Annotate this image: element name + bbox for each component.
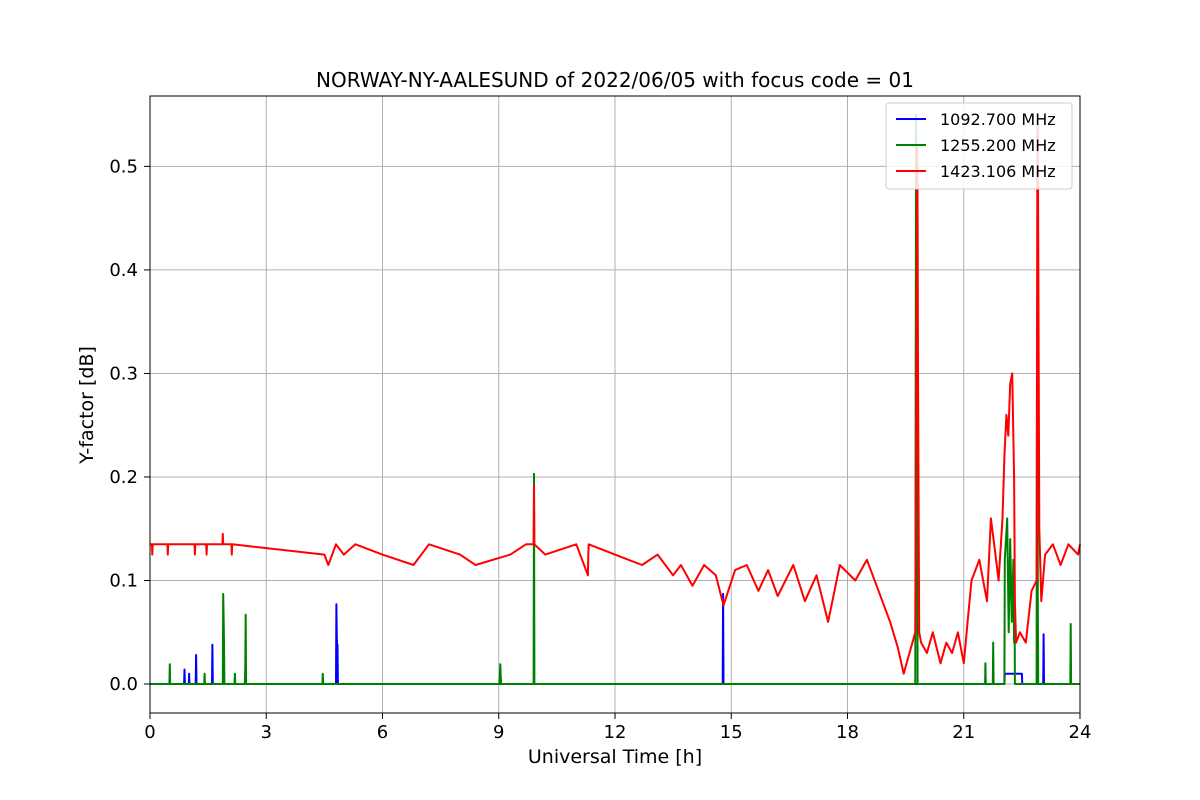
tick-layer: 0 3 6 9 12 15 18 21 24 0.0 0.1 0.2 0.3 0.4 0.5 [109, 156, 1091, 743]
y-axis-label: Y-factor [dB] [76, 346, 98, 465]
y-tick-label: 0.4 [109, 260, 138, 281]
y-tick-label: 0.0 [109, 674, 138, 695]
x-tick-label: 6 [377, 722, 388, 743]
legend: 1092.700 MHz 1255.200 MHz 1423.106 MHz [885, 102, 1073, 190]
series-layer [150, 113, 1081, 685]
legend-box [885, 102, 1073, 190]
legend-label: 1092.700 MHz [940, 110, 1056, 129]
y-tick-label: 0.3 [109, 363, 138, 384]
legend-label: 1423.106 MHz [940, 162, 1056, 181]
x-tick-label: 9 [493, 722, 504, 743]
x-tick-label: 24 [1069, 722, 1092, 743]
x-axis-label: Universal Time [h] [528, 746, 702, 768]
x-tick-label: 18 [836, 722, 859, 743]
x-tick-label: 0 [144, 722, 155, 743]
x-tick-label: 15 [720, 722, 743, 743]
series-line-1 [150, 592, 1080, 685]
x-tick-label: 21 [952, 722, 975, 743]
x-tick-label: 12 [604, 722, 627, 743]
y-tick-label: 0.1 [109, 570, 138, 591]
legend-label: 1255.200 MHz [940, 136, 1056, 155]
y-tick-label: 0.5 [109, 156, 138, 177]
grid [149, 96, 1081, 713]
y-tick-label: 0.2 [109, 467, 138, 488]
series-line-3 [150, 124, 1081, 675]
chart-title: NORWAY-NY-AALESUND of 2022/06/05 with fo… [316, 68, 914, 92]
x-tick-label: 3 [261, 722, 272, 743]
